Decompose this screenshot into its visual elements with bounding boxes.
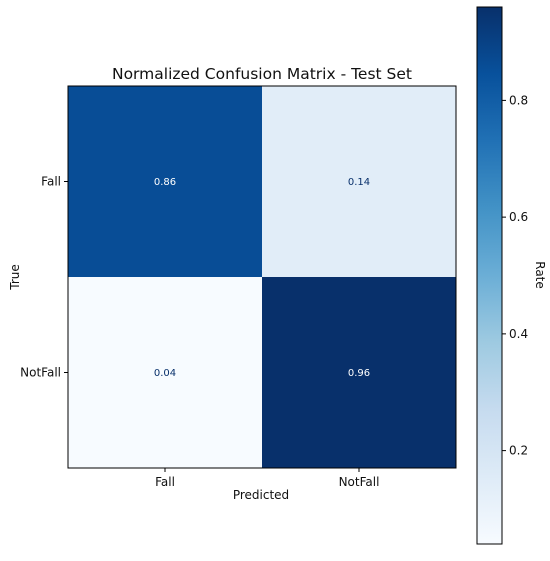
matrix-cell xyxy=(262,277,456,468)
colorbar-tick-label: 0.2 xyxy=(509,444,528,458)
colorbar-ticks: 0.2 0.4 0.6 0.8 xyxy=(502,93,528,458)
matrix-cell-labels: 0.86 0.14 0.04 0.96 xyxy=(154,177,370,379)
cell-value-label: 0.04 xyxy=(154,368,176,379)
cell-value-label: 0.14 xyxy=(348,177,370,188)
x-tick-label: NotFall xyxy=(339,475,380,489)
y-axis-label: True xyxy=(8,264,22,291)
x-tick-label: Fall xyxy=(155,475,175,489)
matrix-cells xyxy=(68,86,456,468)
colorbar-tick-label: 0.4 xyxy=(509,327,528,341)
cell-value-label: 0.86 xyxy=(154,177,176,188)
colorbar-tick-label: 0.8 xyxy=(509,93,528,107)
y-axis-ticks: Fall NotFall xyxy=(20,175,68,380)
matrix-frame xyxy=(67,85,457,469)
matrix-cell xyxy=(68,277,262,468)
cell-value-label: 0.96 xyxy=(348,368,370,379)
chart-title: Normalized Confusion Matrix - Test Set xyxy=(112,65,412,83)
x-axis-label: Predicted xyxy=(233,488,289,502)
colorbar-label: Rate xyxy=(533,261,547,289)
colorbar-tick-label: 0.6 xyxy=(509,210,528,224)
matrix-cell xyxy=(262,86,456,277)
x-axis-ticks: Fall NotFall xyxy=(155,468,379,489)
y-tick-label: Fall xyxy=(41,175,61,189)
matrix-cell xyxy=(68,86,262,277)
y-tick-label: NotFall xyxy=(20,366,61,380)
colorbar xyxy=(476,6,503,545)
